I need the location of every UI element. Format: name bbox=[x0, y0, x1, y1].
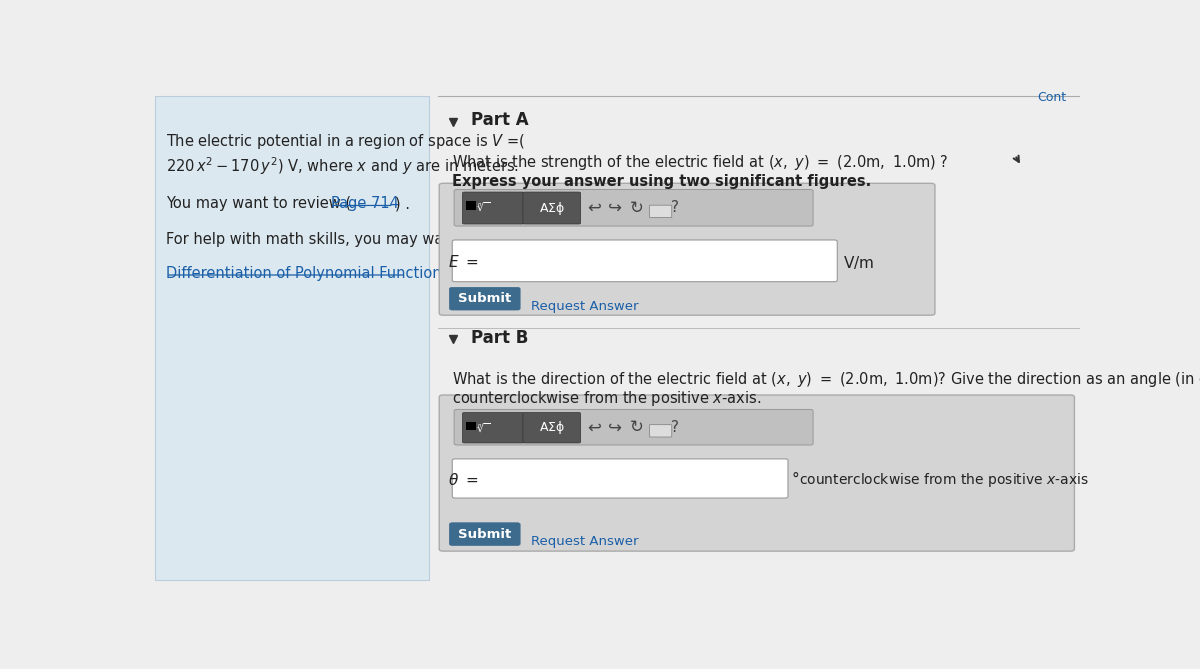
FancyBboxPatch shape bbox=[462, 192, 524, 224]
Text: Part B: Part B bbox=[470, 329, 528, 347]
Text: ↪: ↪ bbox=[608, 199, 623, 217]
FancyBboxPatch shape bbox=[454, 409, 814, 445]
Text: Express your answer using two significant figures.: Express your answer using two significan… bbox=[452, 174, 871, 189]
FancyBboxPatch shape bbox=[523, 192, 581, 224]
Text: Differentiation of Polynomial Functions: Differentiation of Polynomial Functions bbox=[166, 266, 449, 281]
Text: $\mathrm{A\Sigma\phi}$: $\mathrm{A\Sigma\phi}$ bbox=[539, 199, 565, 217]
FancyBboxPatch shape bbox=[155, 96, 430, 580]
Text: $220\,x^2 - 170\,y^2$) V, where $x$ and $y$ are in meters.: $220\,x^2 - 170\,y^2$) V, where $x$ and … bbox=[166, 155, 518, 177]
Text: ↪: ↪ bbox=[608, 418, 623, 436]
Text: ?: ? bbox=[671, 419, 679, 435]
Bar bbox=[467, 201, 476, 210]
FancyBboxPatch shape bbox=[454, 189, 814, 226]
Text: counterclockwise from the positive $x$-axis.: counterclockwise from the positive $x$-a… bbox=[452, 389, 762, 408]
Text: Request Answer: Request Answer bbox=[532, 535, 638, 549]
Text: $\sqrt[n]{\,}$: $\sqrt[n]{\,}$ bbox=[478, 201, 491, 214]
Text: $\theta\ =$: $\theta\ =$ bbox=[448, 472, 478, 488]
Bar bbox=[467, 422, 476, 430]
Text: The electric potential in a region of space is $V$ =(: The electric potential in a region of sp… bbox=[166, 132, 524, 151]
Text: Submit: Submit bbox=[458, 528, 511, 541]
Text: What is the strength of the electric field at $(x,\ y)\ =\ (2.0\mathrm{m},\ 1.0\: What is the strength of the electric fie… bbox=[452, 153, 949, 173]
Text: Part A: Part A bbox=[470, 112, 528, 130]
Text: ) .: ) . bbox=[395, 196, 409, 211]
FancyBboxPatch shape bbox=[439, 183, 935, 315]
Text: Request Answer: Request Answer bbox=[532, 300, 638, 313]
Text: Submit: Submit bbox=[458, 292, 511, 305]
FancyBboxPatch shape bbox=[462, 413, 524, 443]
Text: For help with math skills, you may want to review:: For help with math skills, you may want … bbox=[166, 232, 535, 248]
Text: You may want to review (: You may want to review ( bbox=[166, 196, 350, 211]
FancyBboxPatch shape bbox=[450, 522, 520, 545]
Text: What is the direction of the electric field at $(x,\ y)\ =\ (2.0\mathrm{m},\ 1.0: What is the direction of the electric fi… bbox=[452, 370, 1200, 389]
Text: ↩: ↩ bbox=[587, 199, 601, 217]
FancyBboxPatch shape bbox=[452, 240, 838, 282]
FancyBboxPatch shape bbox=[450, 288, 520, 310]
Text: ↻: ↻ bbox=[630, 418, 643, 436]
FancyBboxPatch shape bbox=[439, 395, 1074, 551]
Text: $\mathrm{A\Sigma\phi}$: $\mathrm{A\Sigma\phi}$ bbox=[539, 419, 565, 436]
Text: °: ° bbox=[792, 472, 799, 487]
Text: Page 714: Page 714 bbox=[331, 196, 400, 211]
Text: ↻: ↻ bbox=[630, 199, 643, 217]
Text: counterclockwise from the positive $x$-axis: counterclockwise from the positive $x$-a… bbox=[799, 470, 1088, 488]
FancyBboxPatch shape bbox=[523, 413, 581, 443]
FancyBboxPatch shape bbox=[649, 205, 672, 217]
FancyBboxPatch shape bbox=[649, 425, 672, 437]
Text: ↩: ↩ bbox=[587, 418, 601, 436]
Text: $E\ =$: $E\ =$ bbox=[448, 254, 479, 270]
FancyBboxPatch shape bbox=[452, 459, 788, 498]
Text: Cont: Cont bbox=[1037, 90, 1066, 104]
Text: $\sqrt[n]{\,}$: $\sqrt[n]{\,}$ bbox=[478, 421, 491, 435]
Text: $\mathrm{V/m}$: $\mathrm{V/m}$ bbox=[842, 254, 874, 271]
Text: ?: ? bbox=[671, 200, 679, 215]
